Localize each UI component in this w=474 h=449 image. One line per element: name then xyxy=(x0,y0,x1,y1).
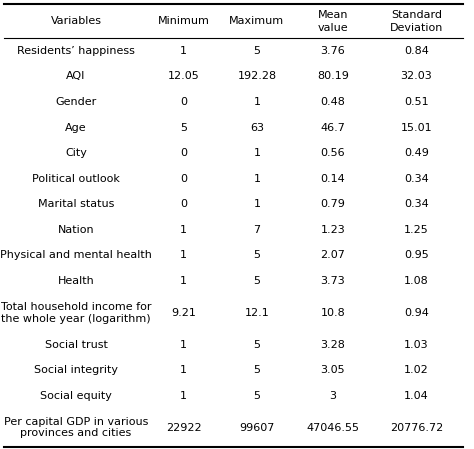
Text: 80.19: 80.19 xyxy=(317,71,349,81)
Text: 0.34: 0.34 xyxy=(404,174,429,184)
Text: Variables: Variables xyxy=(51,16,101,26)
Text: 5: 5 xyxy=(254,391,260,401)
Text: Gender: Gender xyxy=(55,97,97,107)
Text: 1.04: 1.04 xyxy=(404,391,429,401)
Text: 9.21: 9.21 xyxy=(171,308,196,318)
Text: Health: Health xyxy=(58,276,94,286)
Text: 1: 1 xyxy=(180,276,187,286)
Text: 0.79: 0.79 xyxy=(320,199,345,209)
Text: 5: 5 xyxy=(254,276,260,286)
Text: Social trust: Social trust xyxy=(45,340,108,350)
Text: 1.25: 1.25 xyxy=(404,225,429,235)
Text: 5: 5 xyxy=(254,46,260,56)
Text: Total household income for
the whole year (logarithm): Total household income for the whole yea… xyxy=(1,302,151,324)
Text: Residents’ happiness: Residents’ happiness xyxy=(17,46,135,56)
Text: 5: 5 xyxy=(180,123,187,132)
Text: 1: 1 xyxy=(180,251,187,260)
Text: 0: 0 xyxy=(180,148,187,158)
Text: Maximum: Maximum xyxy=(229,16,284,26)
Text: 1.03: 1.03 xyxy=(404,340,428,350)
Text: 5: 5 xyxy=(254,340,260,350)
Text: Mean
value: Mean value xyxy=(318,10,348,32)
Text: Social equity: Social equity xyxy=(40,391,112,401)
Text: 10.8: 10.8 xyxy=(320,308,345,318)
Text: 1: 1 xyxy=(254,97,260,107)
Text: 7: 7 xyxy=(253,225,261,235)
Text: 5: 5 xyxy=(254,251,260,260)
Text: 63: 63 xyxy=(250,123,264,132)
Text: Standard
Deviation: Standard Deviation xyxy=(390,10,443,32)
Text: 1: 1 xyxy=(180,46,187,56)
Text: 47046.55: 47046.55 xyxy=(306,423,359,433)
Text: Marital status: Marital status xyxy=(38,199,114,209)
Text: 192.28: 192.28 xyxy=(237,71,276,81)
Text: 3.28: 3.28 xyxy=(320,340,345,350)
Text: 0.14: 0.14 xyxy=(320,174,345,184)
Text: 1: 1 xyxy=(254,199,260,209)
Text: 3.05: 3.05 xyxy=(320,365,345,375)
Text: 2.07: 2.07 xyxy=(320,251,345,260)
Text: City: City xyxy=(65,148,87,158)
Text: 1.02: 1.02 xyxy=(404,365,429,375)
Text: 0.34: 0.34 xyxy=(404,199,429,209)
Text: 0: 0 xyxy=(180,97,187,107)
Text: Nation: Nation xyxy=(58,225,94,235)
Text: 32.03: 32.03 xyxy=(401,71,432,81)
Text: 15.01: 15.01 xyxy=(401,123,432,132)
Text: 0: 0 xyxy=(180,199,187,209)
Text: 12.1: 12.1 xyxy=(245,308,269,318)
Text: 1: 1 xyxy=(180,391,187,401)
Text: 99607: 99607 xyxy=(239,423,274,433)
Text: Per capital GDP in various
provinces and cities: Per capital GDP in various provinces and… xyxy=(4,417,148,439)
Text: Physical and mental health: Physical and mental health xyxy=(0,251,152,260)
Text: Political outlook: Political outlook xyxy=(32,174,120,184)
Text: 0: 0 xyxy=(180,174,187,184)
Text: 1.23: 1.23 xyxy=(320,225,345,235)
Text: 1: 1 xyxy=(180,225,187,235)
Text: 1.08: 1.08 xyxy=(404,276,429,286)
Text: 3.76: 3.76 xyxy=(320,46,345,56)
Text: 5: 5 xyxy=(254,365,260,375)
Text: 0.56: 0.56 xyxy=(320,148,345,158)
Text: AQI: AQI xyxy=(66,71,86,81)
Text: 1: 1 xyxy=(254,174,260,184)
Text: Age: Age xyxy=(65,123,87,132)
Text: 3.73: 3.73 xyxy=(320,276,345,286)
Text: 1: 1 xyxy=(180,340,187,350)
Text: 1: 1 xyxy=(254,148,260,158)
Text: 20776.72: 20776.72 xyxy=(390,423,443,433)
Text: 0.49: 0.49 xyxy=(404,148,429,158)
Text: 0.95: 0.95 xyxy=(404,251,429,260)
Text: 0.94: 0.94 xyxy=(404,308,429,318)
Text: 0.51: 0.51 xyxy=(404,97,428,107)
Text: 12.05: 12.05 xyxy=(168,71,199,81)
Text: 3: 3 xyxy=(329,391,336,401)
Text: 1: 1 xyxy=(180,365,187,375)
Text: 0.48: 0.48 xyxy=(320,97,345,107)
Text: 22922: 22922 xyxy=(165,423,201,433)
Text: Minimum: Minimum xyxy=(157,16,210,26)
Text: 46.7: 46.7 xyxy=(320,123,345,132)
Text: 0.84: 0.84 xyxy=(404,46,429,56)
Text: Social integrity: Social integrity xyxy=(34,365,118,375)
